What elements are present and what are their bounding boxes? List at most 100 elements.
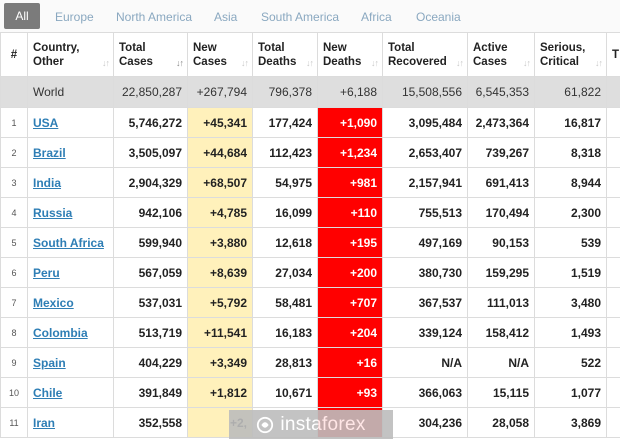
new-cases: +3,349 xyxy=(187,347,253,378)
country-link[interactable]: South Africa xyxy=(33,235,104,250)
continent-tabs: All Europe North America Asia South Amer… xyxy=(0,0,620,33)
table-row: 6 Peru 567,059 +8,639 27,034 +200 380,730 159,2… xyxy=(0,257,620,288)
header-total-recovered[interactable]: Total Recovered ↓↑ xyxy=(382,32,468,77)
country-link[interactable]: Iran xyxy=(33,415,56,430)
new-cases: +3,880 xyxy=(187,227,253,258)
country-link[interactable]: USA xyxy=(33,115,59,130)
table-row: 2 Brazil 3,505,097 +44,684 112,423 +1,234 2,65… xyxy=(0,137,620,168)
active-cases: 28,058 xyxy=(467,407,535,438)
new-deaths: +200 xyxy=(317,257,383,288)
serious-critical: 1,519 xyxy=(534,257,607,288)
new-deaths: +707 xyxy=(317,287,383,318)
header-total-cases[interactable]: Total Cases ↓↑ xyxy=(113,32,188,77)
active-cases: 111,013 xyxy=(467,287,535,318)
country-cell: Mexico xyxy=(27,287,114,318)
total-cases: 537,031 xyxy=(113,287,188,318)
row-num: 3 xyxy=(0,167,28,198)
serious-critical: 539 xyxy=(534,227,607,258)
extra-cell xyxy=(606,227,620,258)
new-deaths: +1,090 xyxy=(317,107,383,138)
active-cases: 158,412 xyxy=(467,317,535,348)
table-row: 8 Colombia 513,719 +11,541 16,183 +204 339,124… xyxy=(0,317,620,348)
row-num: 2 xyxy=(0,137,28,168)
extra-cell xyxy=(606,347,620,378)
tab-north-america[interactable]: North America xyxy=(116,10,193,24)
sort-desc-icon: ↓↑ xyxy=(176,58,184,68)
extra-cell xyxy=(606,197,620,228)
active-cases: N/A xyxy=(467,347,535,378)
country-cell: South Africa xyxy=(27,227,114,258)
country-link[interactable]: Peru xyxy=(33,265,60,280)
extra-cell xyxy=(606,377,620,408)
header-total-deaths[interactable]: Total Deaths ↓↑ xyxy=(252,32,318,77)
row-num: 7 xyxy=(0,287,28,318)
total-cases: 404,229 xyxy=(113,347,188,378)
new-cases: +68,507 xyxy=(187,167,253,198)
total-cases: 599,940 xyxy=(113,227,188,258)
country-cell: Peru xyxy=(27,257,114,288)
active-cases: 90,153 xyxy=(467,227,535,258)
new-deaths: +93 xyxy=(317,377,383,408)
serious-critical: 8,318 xyxy=(534,137,607,168)
total-cases: 352,558 xyxy=(113,407,188,438)
row-num: 9 xyxy=(0,347,28,378)
header-extra[interactable]: T xyxy=(606,32,620,77)
total-recovered: 367,537 xyxy=(382,287,468,318)
country-link[interactable]: Colombia xyxy=(33,325,88,340)
country-link[interactable]: Brazil xyxy=(33,145,66,160)
new-deaths: +195 xyxy=(317,227,383,258)
table-row: 9 Spain 404,229 +3,349 28,813 +16 N/A N/A 522 xyxy=(0,347,620,378)
table-row: 10 Chile 391,849 +1,812 10,671 +93 366,063 15,1… xyxy=(0,377,620,408)
extra-cell xyxy=(606,317,620,348)
new-deaths: +110 xyxy=(317,197,383,228)
row-num: 4 xyxy=(0,197,28,228)
active-cases: 6,545,353 xyxy=(467,76,535,108)
active-cases: 2,473,364 xyxy=(467,107,535,138)
row-num: 5 xyxy=(0,227,28,258)
header-serious-critical[interactable]: Serious, Critical ↓↑ xyxy=(534,32,607,77)
header-active-cases[interactable]: Active Cases ↓↑ xyxy=(467,32,535,77)
country-link[interactable]: Spain xyxy=(33,355,66,370)
total-deaths: 58,481 xyxy=(252,287,318,318)
extra-cell xyxy=(606,167,620,198)
country-link[interactable]: Russia xyxy=(33,205,73,220)
extra-cell xyxy=(606,137,620,168)
sort-icon: ↓↑ xyxy=(102,58,110,68)
total-cases: 5,746,272 xyxy=(113,107,188,138)
country-link[interactable]: Mexico xyxy=(33,295,74,310)
extra-cell xyxy=(606,107,620,138)
header-country[interactable]: Country, Other ↓↑ xyxy=(27,32,114,77)
serious-critical: 3,480 xyxy=(534,287,607,318)
header-new-cases[interactable]: New Cases ↓↑ xyxy=(187,32,253,77)
total-deaths: 10,671 xyxy=(252,377,318,408)
tab-all[interactable]: All xyxy=(4,3,40,29)
active-cases: 691,413 xyxy=(467,167,535,198)
country-link[interactable]: India xyxy=(33,175,62,190)
tab-asia[interactable]: Asia xyxy=(214,10,238,24)
country-link[interactable]: Chile xyxy=(33,385,63,400)
header-new-deaths[interactable]: New Deaths ↓↑ xyxy=(317,32,383,77)
total-cases: 391,849 xyxy=(113,377,188,408)
table-row: 3 India 2,904,329 +68,507 54,975 +981 2,157,94… xyxy=(0,167,620,198)
tab-africa[interactable]: Africa xyxy=(361,10,392,24)
tab-south-america[interactable]: South America xyxy=(261,10,340,24)
tab-europe[interactable]: Europe xyxy=(55,10,94,24)
extra-cell xyxy=(606,287,620,318)
sort-icon: ↓↑ xyxy=(523,58,531,68)
new-deaths: +16 xyxy=(317,347,383,378)
instaforex-logo-icon xyxy=(257,416,274,433)
table-row: 4 Russia 942,106 +4,785 16,099 +110 755,513 170… xyxy=(0,197,620,228)
total-deaths: 16,183 xyxy=(252,317,318,348)
new-cases: +5,792 xyxy=(187,287,253,318)
total-cases: 2,904,329 xyxy=(113,167,188,198)
country-cell: Brazil xyxy=(27,137,114,168)
table-row: 1 USA 5,746,272 +45,341 177,424 +1,090 3,095,4… xyxy=(0,107,620,138)
new-cases: +44,684 xyxy=(187,137,253,168)
tab-oceania[interactable]: Oceania xyxy=(416,10,461,24)
row-num: 1 xyxy=(0,107,28,138)
active-cases: 159,295 xyxy=(467,257,535,288)
total-deaths: 28,813 xyxy=(252,347,318,378)
new-cases: +45,341 xyxy=(187,107,253,138)
total-cases: 942,106 xyxy=(113,197,188,228)
sort-icon: ↓↑ xyxy=(595,58,603,68)
